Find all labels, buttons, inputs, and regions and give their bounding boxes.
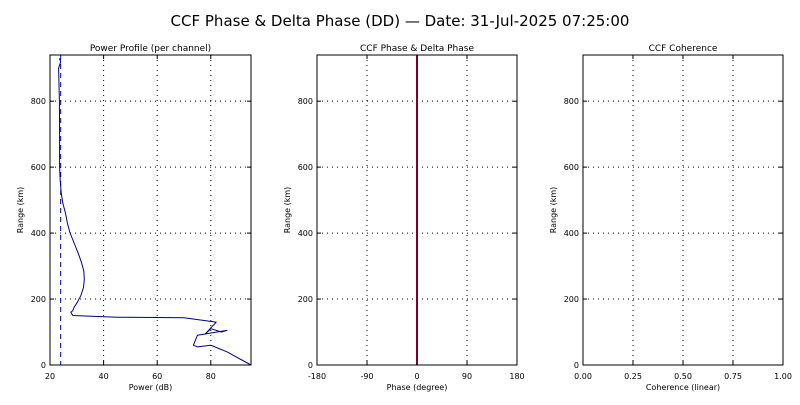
y-tick-label: 800 (31, 97, 46, 106)
y-tick-label: 0 (574, 361, 579, 370)
y-tick-label: 400 (31, 229, 46, 238)
panel-title: CCF Phase & Delta Phase (360, 44, 474, 54)
chart-panel-3: CCF Coherence 0.00 0.25 0.50 0.75 1.00 0 200 400… (549, 44, 792, 392)
x-tick-label: 0.25 (624, 372, 642, 381)
chart-panel-1: Power Profile (per channel)20 40 60 8002004… (16, 44, 252, 392)
x-tick-label: 60 (152, 372, 162, 381)
plot-frame (49, 54, 252, 366)
y-tick-label: 400 (564, 229, 579, 238)
y-tick-label: 600 (298, 163, 313, 172)
x-tick-label: -180 (308, 372, 326, 381)
y-axis-label: Range (km) (283, 187, 292, 234)
y-tick-label: 600 (31, 163, 46, 172)
y-tick-label: 0 (41, 361, 46, 370)
y-tick-label: 200 (31, 295, 46, 304)
x-tick-label: 20 (45, 372, 55, 381)
plot-frame (582, 54, 784, 366)
y-tick-label: 200 (298, 295, 313, 304)
x-tick-label: 80 (206, 372, 216, 381)
x-axis-label: Power (dB) (129, 383, 173, 392)
x-tick-label: 180 (509, 372, 524, 381)
figure-title: CCF Phase & Delta Phase (DD) — Date: 31-… (171, 12, 630, 30)
chart-panel-2: CCF Phase & Delta Phase -180 -90 0 90 180 0 200… (283, 44, 525, 392)
y-tick-label: 0 (308, 361, 313, 370)
x-tick-label: 0 (414, 372, 419, 381)
x-tick-label: 90 (462, 372, 472, 381)
y-tick-label: 200 (564, 295, 579, 304)
y-tick-label: 800 (298, 97, 313, 106)
series-line-1 (58, 58, 252, 366)
x-tick-label: 40 (99, 372, 109, 381)
x-tick-label: 1.00 (774, 372, 792, 381)
y-axis-label: Range (km) (16, 187, 25, 234)
x-tick-label: 0.75 (724, 372, 742, 381)
x-tick-label: -90 (360, 372, 373, 381)
y-tick-label: 800 (564, 97, 579, 106)
y-axis-label: Range (km) (549, 187, 558, 234)
x-tick-label: 0.50 (674, 372, 692, 381)
x-axis-label: Coherence (linear) (646, 383, 720, 392)
panel-title: CCF Coherence (649, 44, 718, 54)
x-axis-label: Phase (degree) (387, 383, 448, 392)
x-tick-label: 0.00 (574, 372, 592, 381)
panel-title: Power Profile (per channel) (90, 44, 211, 54)
y-tick-label: 600 (564, 163, 579, 172)
plot-frame (316, 54, 518, 366)
y-tick-label: 400 (298, 229, 313, 238)
